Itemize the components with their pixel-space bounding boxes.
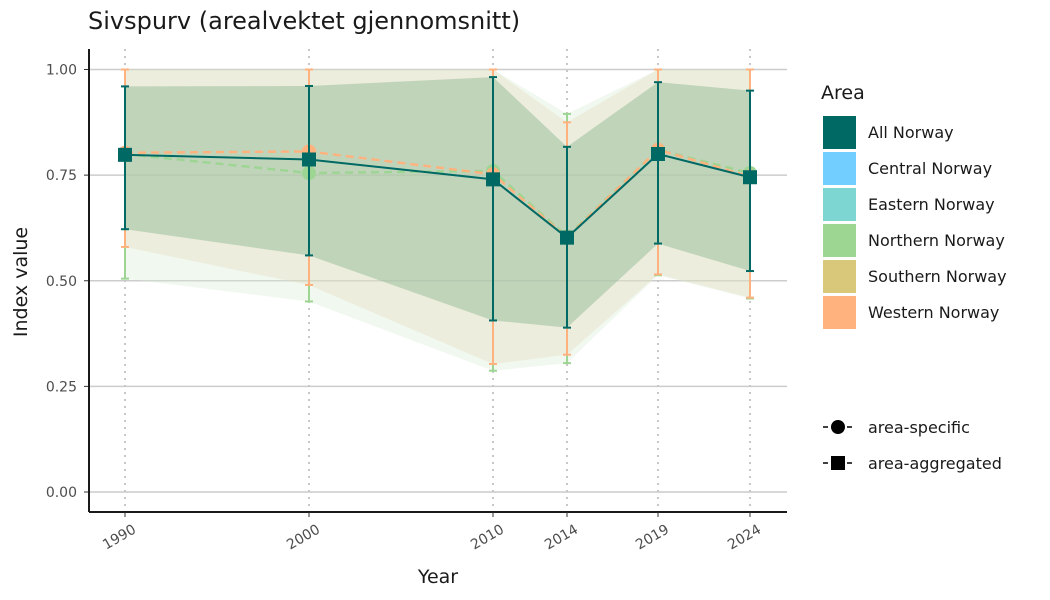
legend-swatch	[823, 260, 856, 293]
legend-title: Area	[821, 82, 865, 104]
x-tick-label: 1990	[100, 522, 139, 554]
legend-swatch	[823, 152, 856, 185]
legend-label: All Norway	[868, 123, 954, 142]
point-all-norway	[560, 230, 574, 245]
legend-square-key	[831, 456, 845, 470]
point-all-norway	[118, 147, 132, 162]
legend: All Norway Central Norway Eastern Norway No…	[823, 116, 1007, 473]
line-all-norway	[124, 152, 751, 239]
point-all-norway	[651, 147, 665, 161]
x-tick-label: 2000	[284, 522, 323, 554]
y-tick-label: 0.25	[46, 379, 77, 395]
y-axis-title: Index value	[10, 227, 32, 337]
x-tick-label: 2014	[542, 522, 581, 554]
x-axis-title: Year	[417, 566, 458, 588]
legend-circle-key	[831, 420, 845, 434]
x-tick-label: 2024	[725, 522, 764, 554]
legend-swatch	[823, 116, 856, 149]
y-tick-label: 1.00	[46, 63, 77, 79]
x-tick-label: 2019	[633, 522, 672, 554]
point-all-norway	[302, 152, 316, 167]
line-northern-norway	[124, 148, 751, 239]
legend-label: area-specific	[868, 418, 970, 437]
chart-title: Sivspurv (arealvektet gjennomsnitt)	[88, 7, 520, 35]
y-tick-label: 0.00	[46, 485, 77, 501]
legend-swatch	[823, 188, 856, 221]
legend-label: Southern Norway	[868, 267, 1007, 286]
point-all-norway	[743, 170, 757, 185]
ribbon-all-norway	[125, 77, 750, 328]
legend-label: area-aggregated	[868, 454, 1002, 473]
legend-label: Northern Norway	[868, 231, 1005, 250]
legend-label: Central Norway	[868, 159, 992, 178]
legend-label: Eastern Norway	[868, 195, 995, 214]
legend-swatch	[823, 224, 856, 257]
point-all-norway	[486, 172, 500, 187]
y-tick-label: 0.75	[46, 168, 77, 184]
plot-area: 0.00 0.25 0.50 0.75 1.00 1990 2000 2010 2014 2019…	[46, 49, 787, 553]
x-tick-label: 2010	[468, 522, 507, 554]
y-tick-label: 0.50	[46, 274, 77, 290]
line-western-norway	[124, 148, 751, 239]
legend-swatch	[823, 296, 856, 329]
legend-label: Western Norway	[868, 303, 999, 322]
